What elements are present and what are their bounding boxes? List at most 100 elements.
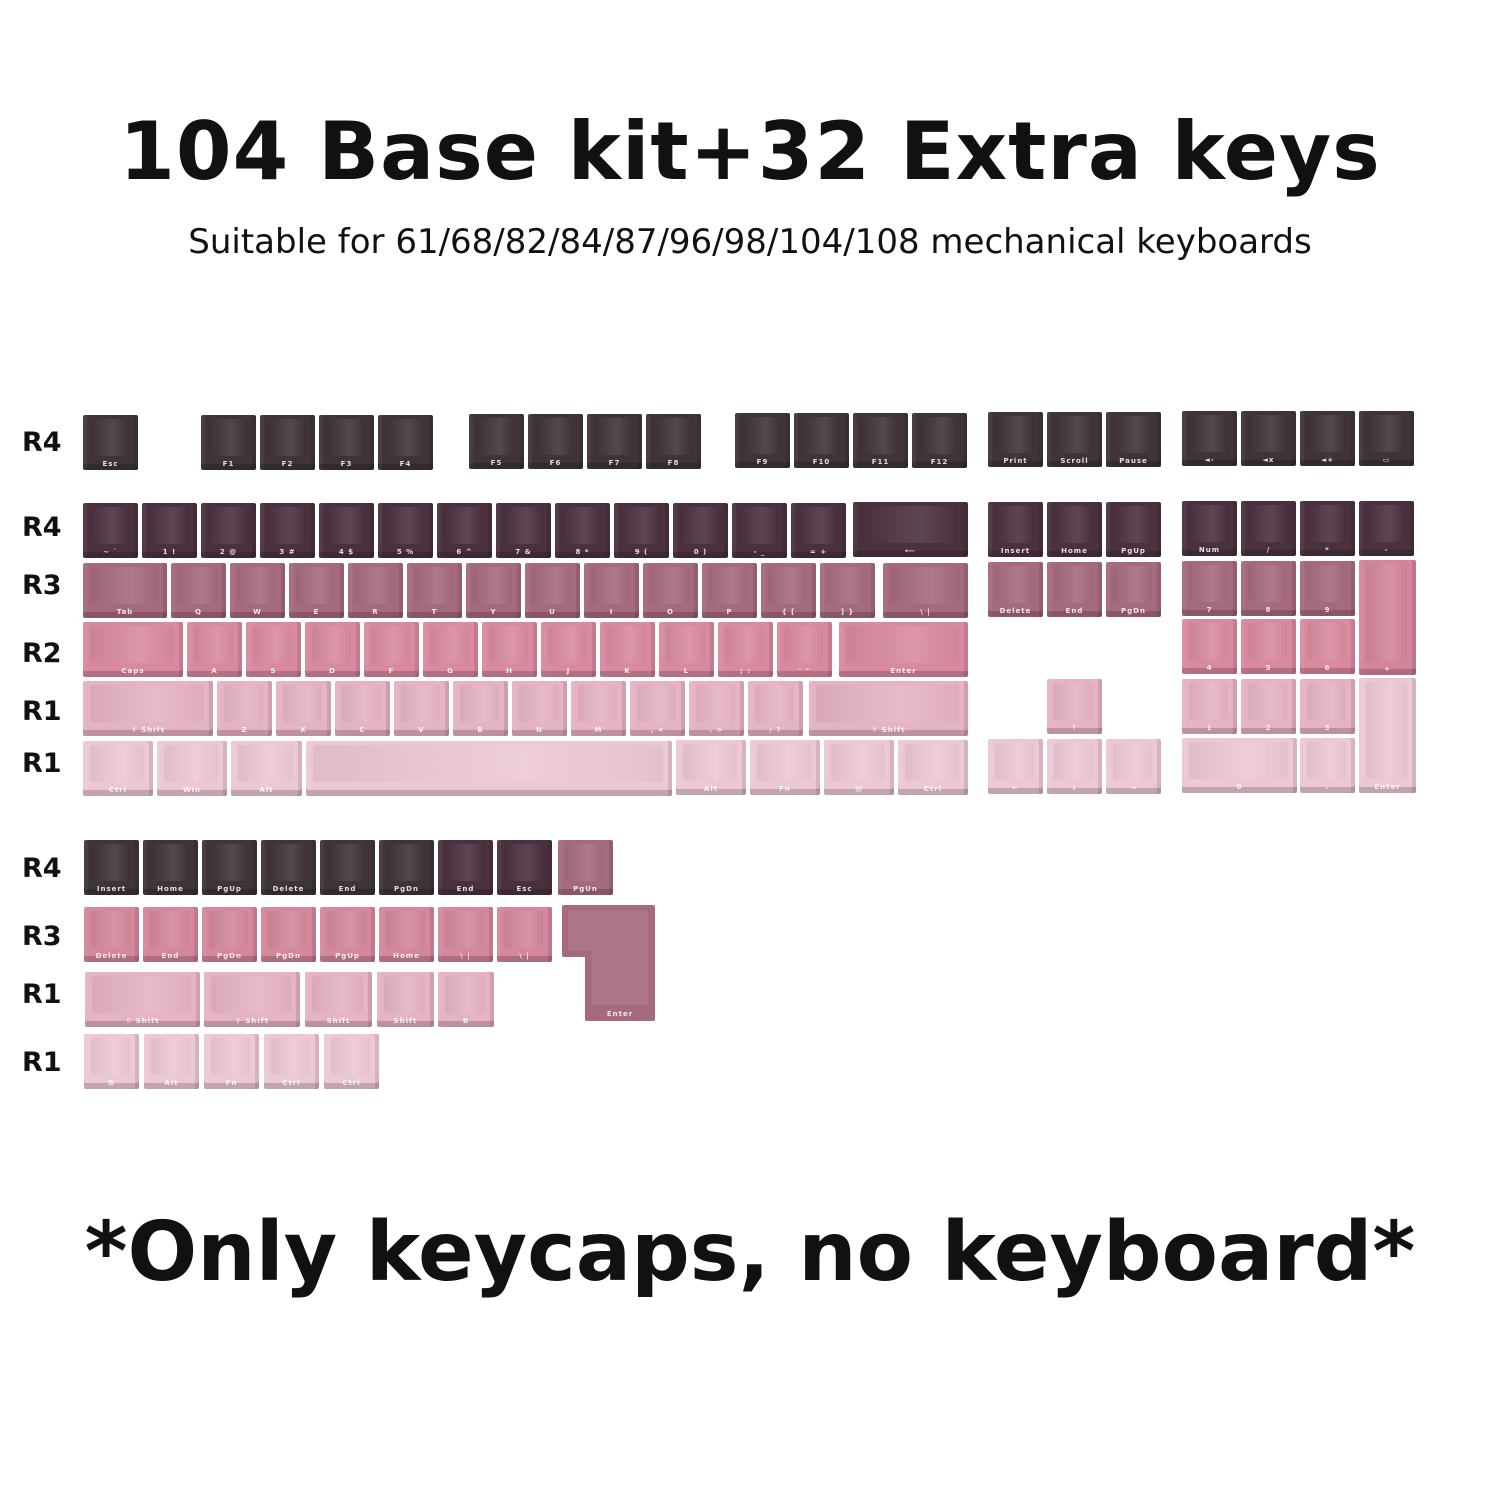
keycap-legend: ⇧ Shift bbox=[125, 1017, 160, 1025]
keycap-top-face bbox=[995, 743, 1034, 780]
keycap: Alt bbox=[676, 740, 746, 795]
keycap: L bbox=[659, 622, 714, 677]
keycap-legend: Home bbox=[393, 952, 420, 960]
keycap: ; : bbox=[718, 622, 773, 677]
keycap: H bbox=[482, 622, 537, 677]
keycap-top-face bbox=[90, 419, 129, 456]
keycap-top-face bbox=[1054, 416, 1093, 453]
keycap-top-face bbox=[1189, 742, 1288, 779]
keycap-legend: ↑ bbox=[1071, 724, 1078, 732]
keycap: F11 bbox=[853, 413, 908, 468]
row-label: R4 bbox=[22, 427, 62, 458]
keycap-top-face bbox=[532, 567, 571, 604]
keycap-legend: G bbox=[447, 667, 454, 675]
page-title: 104 Base kit+32 Extra keys bbox=[119, 105, 1381, 198]
keycap-legend: F6 bbox=[549, 459, 562, 467]
keycap: PgUp bbox=[320, 907, 375, 962]
keycap: ↓ bbox=[1047, 739, 1102, 794]
keycap-legend: ◄+ bbox=[1320, 456, 1335, 464]
keycap-top-face bbox=[149, 507, 188, 544]
page-subtitle: Suitable for 61/68/82/84/87/96/98/104/10… bbox=[188, 222, 1312, 262]
keycap-top-face bbox=[151, 1038, 190, 1075]
keycap-top-face bbox=[860, 417, 899, 454]
keycap-top-face bbox=[680, 507, 719, 544]
keycap-legend: ; : bbox=[739, 667, 752, 675]
keycap: Enter bbox=[1359, 678, 1416, 793]
keycap: { [ bbox=[761, 563, 816, 618]
keycap-legend: N bbox=[536, 726, 543, 734]
keycap-top-face bbox=[342, 685, 381, 722]
keycap: Alt bbox=[231, 741, 302, 796]
keycap: Shift bbox=[377, 972, 434, 1027]
keycap-top-face bbox=[208, 419, 247, 456]
keycap: ◄- bbox=[1182, 411, 1237, 466]
keycap-top-face bbox=[757, 744, 811, 781]
keycap-legend: T bbox=[431, 608, 438, 616]
keycap-top-face bbox=[164, 745, 218, 782]
keycap-top-face bbox=[1307, 565, 1346, 602]
keycap: 7 & bbox=[496, 503, 551, 558]
keycap: ← bbox=[988, 739, 1043, 794]
keycap: PgUp bbox=[202, 840, 257, 895]
keycap: ⇧ Shift bbox=[809, 681, 968, 736]
keycap-legend: PgDn bbox=[1121, 607, 1146, 615]
keycap-legend: F10 bbox=[812, 458, 831, 466]
keycap-legend: E bbox=[313, 608, 320, 616]
keycap-legend: ⊞ bbox=[108, 1079, 115, 1087]
keycap-legend: 0 bbox=[1236, 783, 1243, 791]
keycap: Esc bbox=[497, 840, 552, 895]
keycap-legend: Alt bbox=[259, 786, 274, 794]
keycap: T bbox=[407, 563, 462, 618]
keycap-legend: O bbox=[667, 608, 674, 616]
keycap-legend: PgUp bbox=[1121, 547, 1146, 555]
keycap-legend: Win bbox=[182, 786, 202, 794]
keycap: Insert bbox=[988, 502, 1043, 557]
keycap-top-face bbox=[91, 1038, 130, 1075]
keycap-top-face bbox=[831, 744, 885, 781]
keycap-top-face bbox=[768, 567, 807, 604]
keycap: PgUp bbox=[1106, 502, 1161, 557]
keycap-top-face bbox=[709, 567, 748, 604]
keycap-top-face bbox=[666, 626, 705, 663]
keycap: Ctrl bbox=[324, 1034, 379, 1089]
keycap: 1 ! bbox=[142, 503, 197, 558]
keycap-top-face bbox=[1366, 415, 1405, 452]
keycap-legend: = + bbox=[809, 548, 828, 556]
keycap-top-face bbox=[90, 745, 144, 782]
keycap-legend: F8 bbox=[667, 459, 680, 467]
keycap-top-face bbox=[739, 507, 778, 544]
keycap: - bbox=[1359, 501, 1414, 556]
keycap-legend: 3 # bbox=[279, 548, 296, 556]
keycap-legend: H bbox=[506, 667, 513, 675]
iso-enter-shape bbox=[562, 905, 655, 1021]
keycap-top-face bbox=[90, 507, 129, 544]
keycap-top-face bbox=[90, 626, 174, 663]
keycap-legend: ' " bbox=[798, 667, 811, 675]
keycap-legend: R bbox=[372, 608, 379, 616]
keycap: PgDn bbox=[1106, 562, 1161, 617]
keycap-legend: Home bbox=[157, 885, 184, 893]
keycap-legend: \ | bbox=[920, 608, 931, 616]
keycap-top-face bbox=[386, 911, 425, 948]
keycap-top-face bbox=[268, 844, 307, 881]
keycap-top-face bbox=[591, 567, 630, 604]
keycap-legend: Shift bbox=[326, 1017, 351, 1025]
keycap: Enter bbox=[839, 622, 968, 677]
keycap: Alt bbox=[144, 1034, 199, 1089]
keycap-legend: Esc bbox=[516, 885, 533, 893]
keycap-top-face bbox=[473, 567, 512, 604]
keycap-legend: 1 ! bbox=[162, 548, 177, 556]
keycap-top-face bbox=[1054, 566, 1093, 603]
keycap-legend: Fn bbox=[779, 785, 791, 793]
row-label: R1 bbox=[22, 979, 62, 1010]
keycap-top-face bbox=[1113, 743, 1152, 780]
keycap: End bbox=[438, 840, 493, 895]
keycap: \ | bbox=[883, 563, 968, 618]
keycap-top-face bbox=[1307, 742, 1346, 779]
keycap-legend: 3 bbox=[1324, 724, 1331, 732]
keycap: + bbox=[1359, 560, 1416, 675]
keycap-top-face bbox=[224, 685, 263, 722]
keycap: ~ ` bbox=[83, 503, 138, 558]
keycap-legend: F11 bbox=[871, 458, 890, 466]
keycap-legend: F5 bbox=[490, 459, 503, 467]
